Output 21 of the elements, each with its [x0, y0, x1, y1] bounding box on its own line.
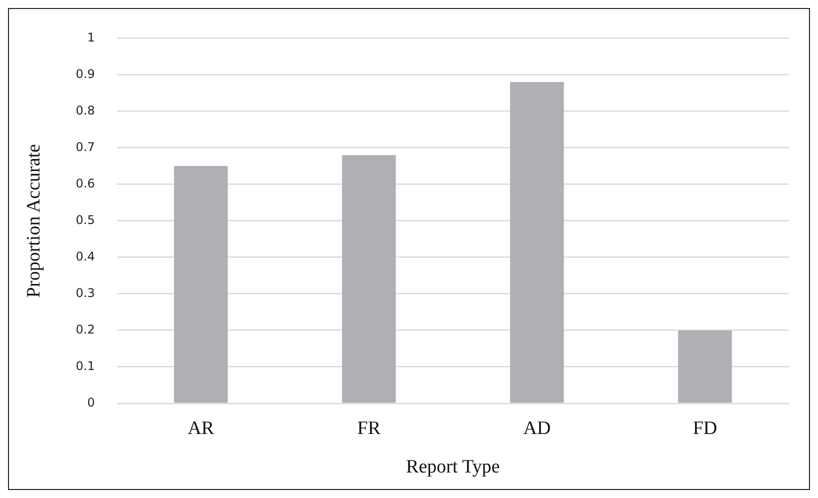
y-tick-label: 0.2 [76, 322, 95, 336]
bar [678, 330, 732, 403]
y-axis-title: Proportion Accurate [23, 144, 44, 298]
y-tick-label: 0.4 [76, 249, 95, 264]
bar [510, 82, 564, 403]
x-tick-label: AR [188, 418, 214, 439]
y-tick-label: 0.6 [76, 176, 95, 190]
y-tick-label: 0.1 [76, 359, 95, 374]
y-tick-label: 0.7 [76, 140, 95, 154]
x-tick-label: AD [523, 418, 551, 439]
y-tick-label: 0.8 [76, 103, 95, 118]
y-tick-label: 0 [87, 396, 95, 410]
y-tick-label: 0.9 [76, 66, 95, 81]
x-tick-label: FR [357, 418, 381, 439]
y-tick-label: 1 [87, 30, 95, 44]
bar [174, 166, 228, 403]
y-tick-label: 0.3 [76, 286, 95, 300]
bar [342, 155, 396, 403]
y-tick-label: 0.5 [76, 212, 95, 227]
x-tick-label: FD [692, 418, 718, 439]
x-axis-title: Report Type [406, 456, 500, 478]
